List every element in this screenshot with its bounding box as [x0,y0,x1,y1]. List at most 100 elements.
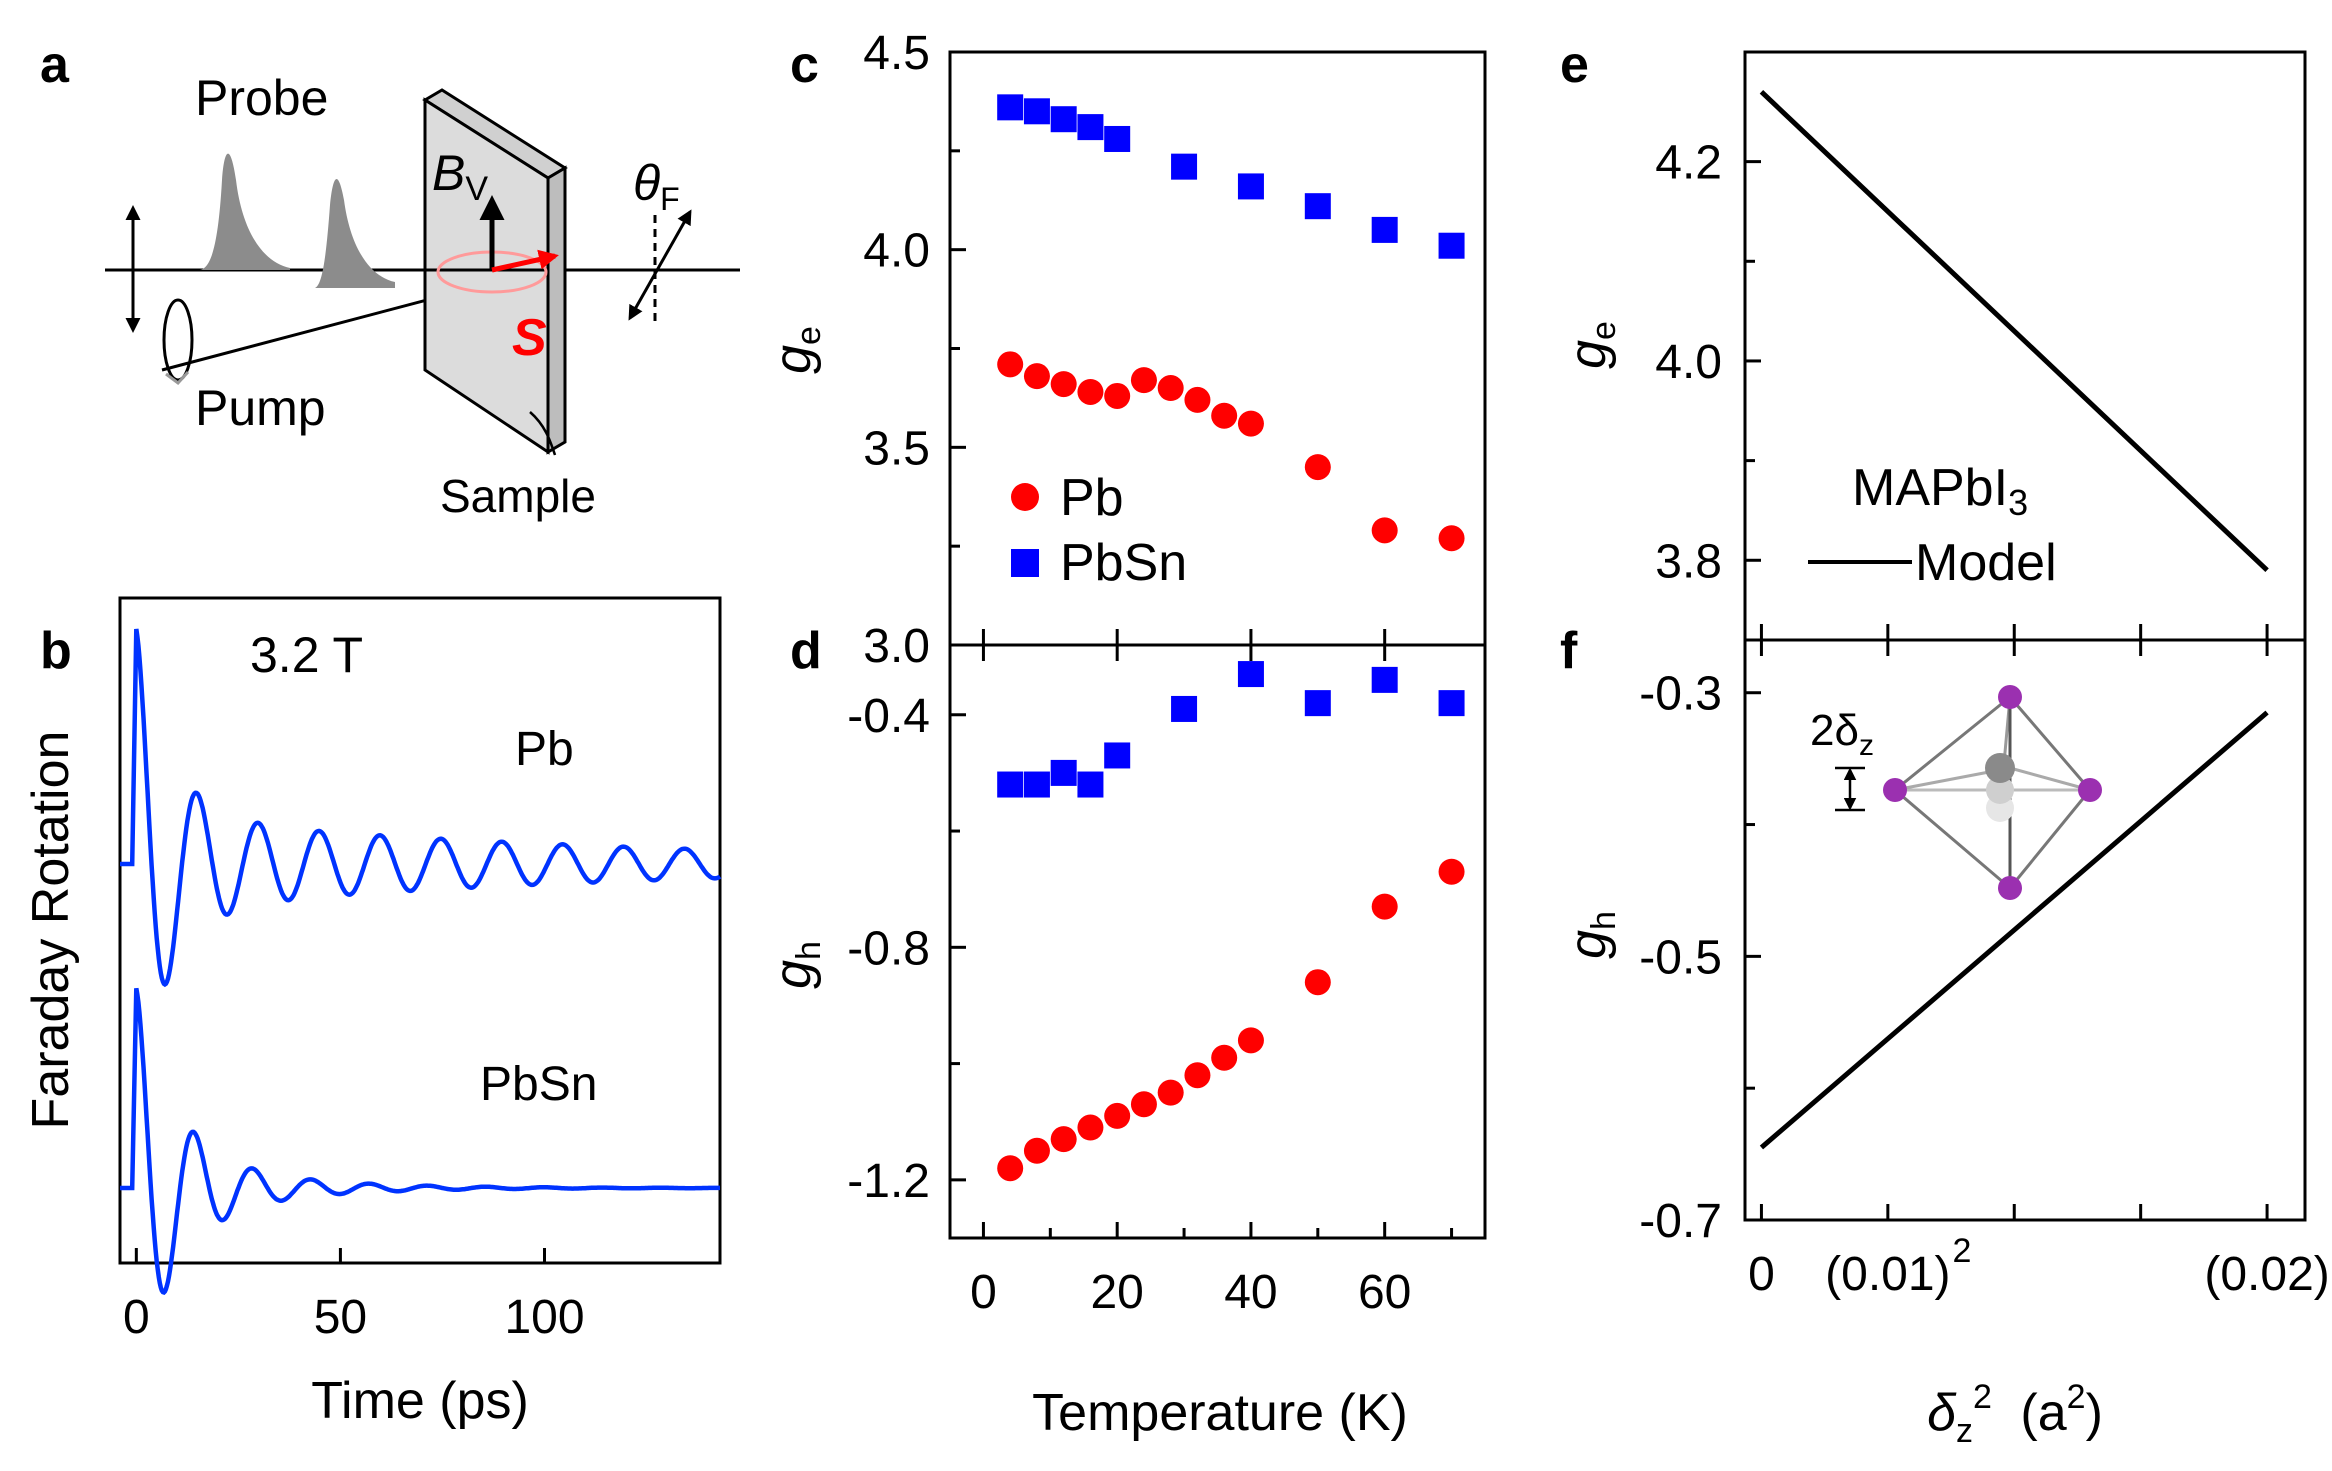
panel-d-point-pb [1438,858,1465,885]
panel-d-point-pb [1157,1079,1184,1106]
panel-c-ytick-label: 4.5 [863,27,930,80]
panel-f-xtick-label: 0 [1748,1248,1775,1301]
rotation-angle-label: θF [633,155,680,217]
sample-label: Sample [440,470,596,522]
panel-b-xlabel: Time (ps) [311,1372,529,1430]
panel-letter-e: e [1560,36,1589,94]
legend-marker-pbsn [1011,549,1039,577]
panel-letter-f: f [1560,622,1578,680]
panel-b-xtick-label: 50 [314,1291,367,1344]
panel-c-point-pbsn [1304,193,1331,220]
octahedron-center-atom [1986,776,2014,804]
octahedron-vertex-atom [1998,685,2022,709]
panel-e-ylabel: ge [1559,321,1623,369]
panel-d-point-pb [1077,1114,1104,1141]
octahedron-center-atom [1985,753,2015,783]
sample-slab [423,97,550,455]
panel-f-ytick-label: -0.5 [1639,931,1722,984]
panel-c-point-pb [1184,386,1211,413]
panel-letter-c: c [790,36,819,94]
panel-d-point-pb [1371,893,1398,920]
panel-d-point-pb [1050,1126,1077,1153]
panel-c-point-pb [1077,378,1104,405]
panel-c-point-pb [1023,363,1050,390]
panel-b-series-label-pbsn: PbSn [480,1058,597,1111]
panel-c-ytick-label: 3.5 [863,422,930,475]
panel-b-ylabel: Faraday Rotation [22,731,80,1130]
panel-b-xtick-label: 100 [504,1291,584,1344]
panel-d-xtick-label: 60 [1358,1266,1411,1319]
panel-c-point-pbsn [1171,153,1198,180]
panel-b-frame [118,596,722,1265]
panel-f-xlabel: δz2 (a2) [1927,1378,2103,1450]
panel-b: 3.2 T Pb PbSn Faraday Rotation Time (ps)… [22,596,722,1430]
panel-letter-d: d [790,622,822,680]
probe-label: Probe [195,70,328,126]
trace-pbsn [120,987,720,1295]
panel-d-point-pbsn [997,771,1024,798]
octahedron-vertex-atom [1998,876,2022,900]
panel-d-xlabel: Temperature (K) [1032,1384,1408,1442]
panel-c-point-pbsn [1104,125,1131,152]
panel-c-point-pb [1104,382,1131,409]
panel-b-series-label-pb: Pb [515,723,574,776]
circular-polarization-icon [162,298,194,382]
panel-b-xtick-label: 0 [123,1291,150,1344]
panel-d-point-pb [1023,1137,1050,1164]
panel-c-ytick-label: 3.0 [863,620,930,673]
panel-c-point-pbsn [1050,106,1077,133]
panel-c-point-pb [997,351,1024,378]
panel-c-point-pb [1050,371,1077,398]
panel-d-xtick-label: 20 [1090,1266,1143,1319]
legend-label-pb: Pb [1060,469,1124,527]
panel-e-ytick-label: 3.8 [1655,535,1722,588]
panel-letter-a: a [40,36,70,94]
panel-letter-b: b [40,622,72,680]
panel-d-point-pbsn [1077,771,1104,798]
panel-c-ylabel: ge [764,326,828,374]
panel-c-point-pb [1371,517,1398,544]
trace-pb [120,628,722,988]
panel-c-point-pbsn [997,94,1024,121]
panel-f-xtick-power: 2 [1953,1232,1972,1270]
panel-d-xtick-label: 0 [970,1266,997,1319]
pump-probe-schematic: Probe Pump BV S Sample θF [105,70,740,522]
panel-d-point-pb [997,1155,1024,1182]
panel-d-point-pbsn [1104,742,1131,769]
panel-c-point-pb [1130,367,1157,394]
sample-leader-line [529,411,557,456]
octahedron-vertex-atom [2078,778,2102,802]
panels-c-d: 3.03.54.04.5-1.2-0.8-0.40 20 40 60 Pb PbSn … [764,27,1487,1442]
rotated-polarization-arrow [628,209,692,321]
panel-e-ytick-label: 4.0 [1655,336,1722,389]
octahedron-inset: 2δz [1810,685,2102,900]
panel-d-point-pbsn [1438,690,1465,717]
panels-e-f: 3.84.04.2-0.7-0.5-0.30(0.01)2(0.02)2 MAP… [1559,50,2332,1450]
displacement-label: 2δz [1810,706,1874,762]
panel-c-point-pb [1211,402,1238,429]
model-line-f [1759,710,2269,1150]
legend-label-pbsn: PbSn [1060,534,1187,592]
panel-c-point-pb [1157,375,1184,402]
panel-d-point-pb [1184,1062,1211,1089]
panel-d-ytick-label: -0.4 [847,690,930,743]
panel-d-point-pbsn [1023,771,1050,798]
panel-c-point-pb [1237,410,1264,437]
panel-d-point-pb [1237,1027,1264,1054]
panel-d-point-pbsn [1050,759,1077,786]
probe-pulse-1 [200,153,290,270]
legend-label-model: Model [1915,534,2057,592]
model-line-e [1759,90,2269,573]
panel-d-xtick-label: 40 [1224,1266,1277,1319]
panel-c-point-pbsn [1023,98,1050,125]
panel-c-point-pbsn [1077,114,1104,141]
sample-slab-edge [546,165,567,455]
octahedron-vertex-atom [1883,778,1907,802]
circular-polarization-arrowhead [165,370,190,386]
panel-c-point-pbsn [1438,232,1465,259]
panel-d-point-pb [1211,1044,1238,1071]
pump-label: Pump [195,380,326,436]
panel-d-point-pbsn [1304,690,1331,717]
panel-f-xtick-label: (0.01) [1825,1248,1950,1301]
